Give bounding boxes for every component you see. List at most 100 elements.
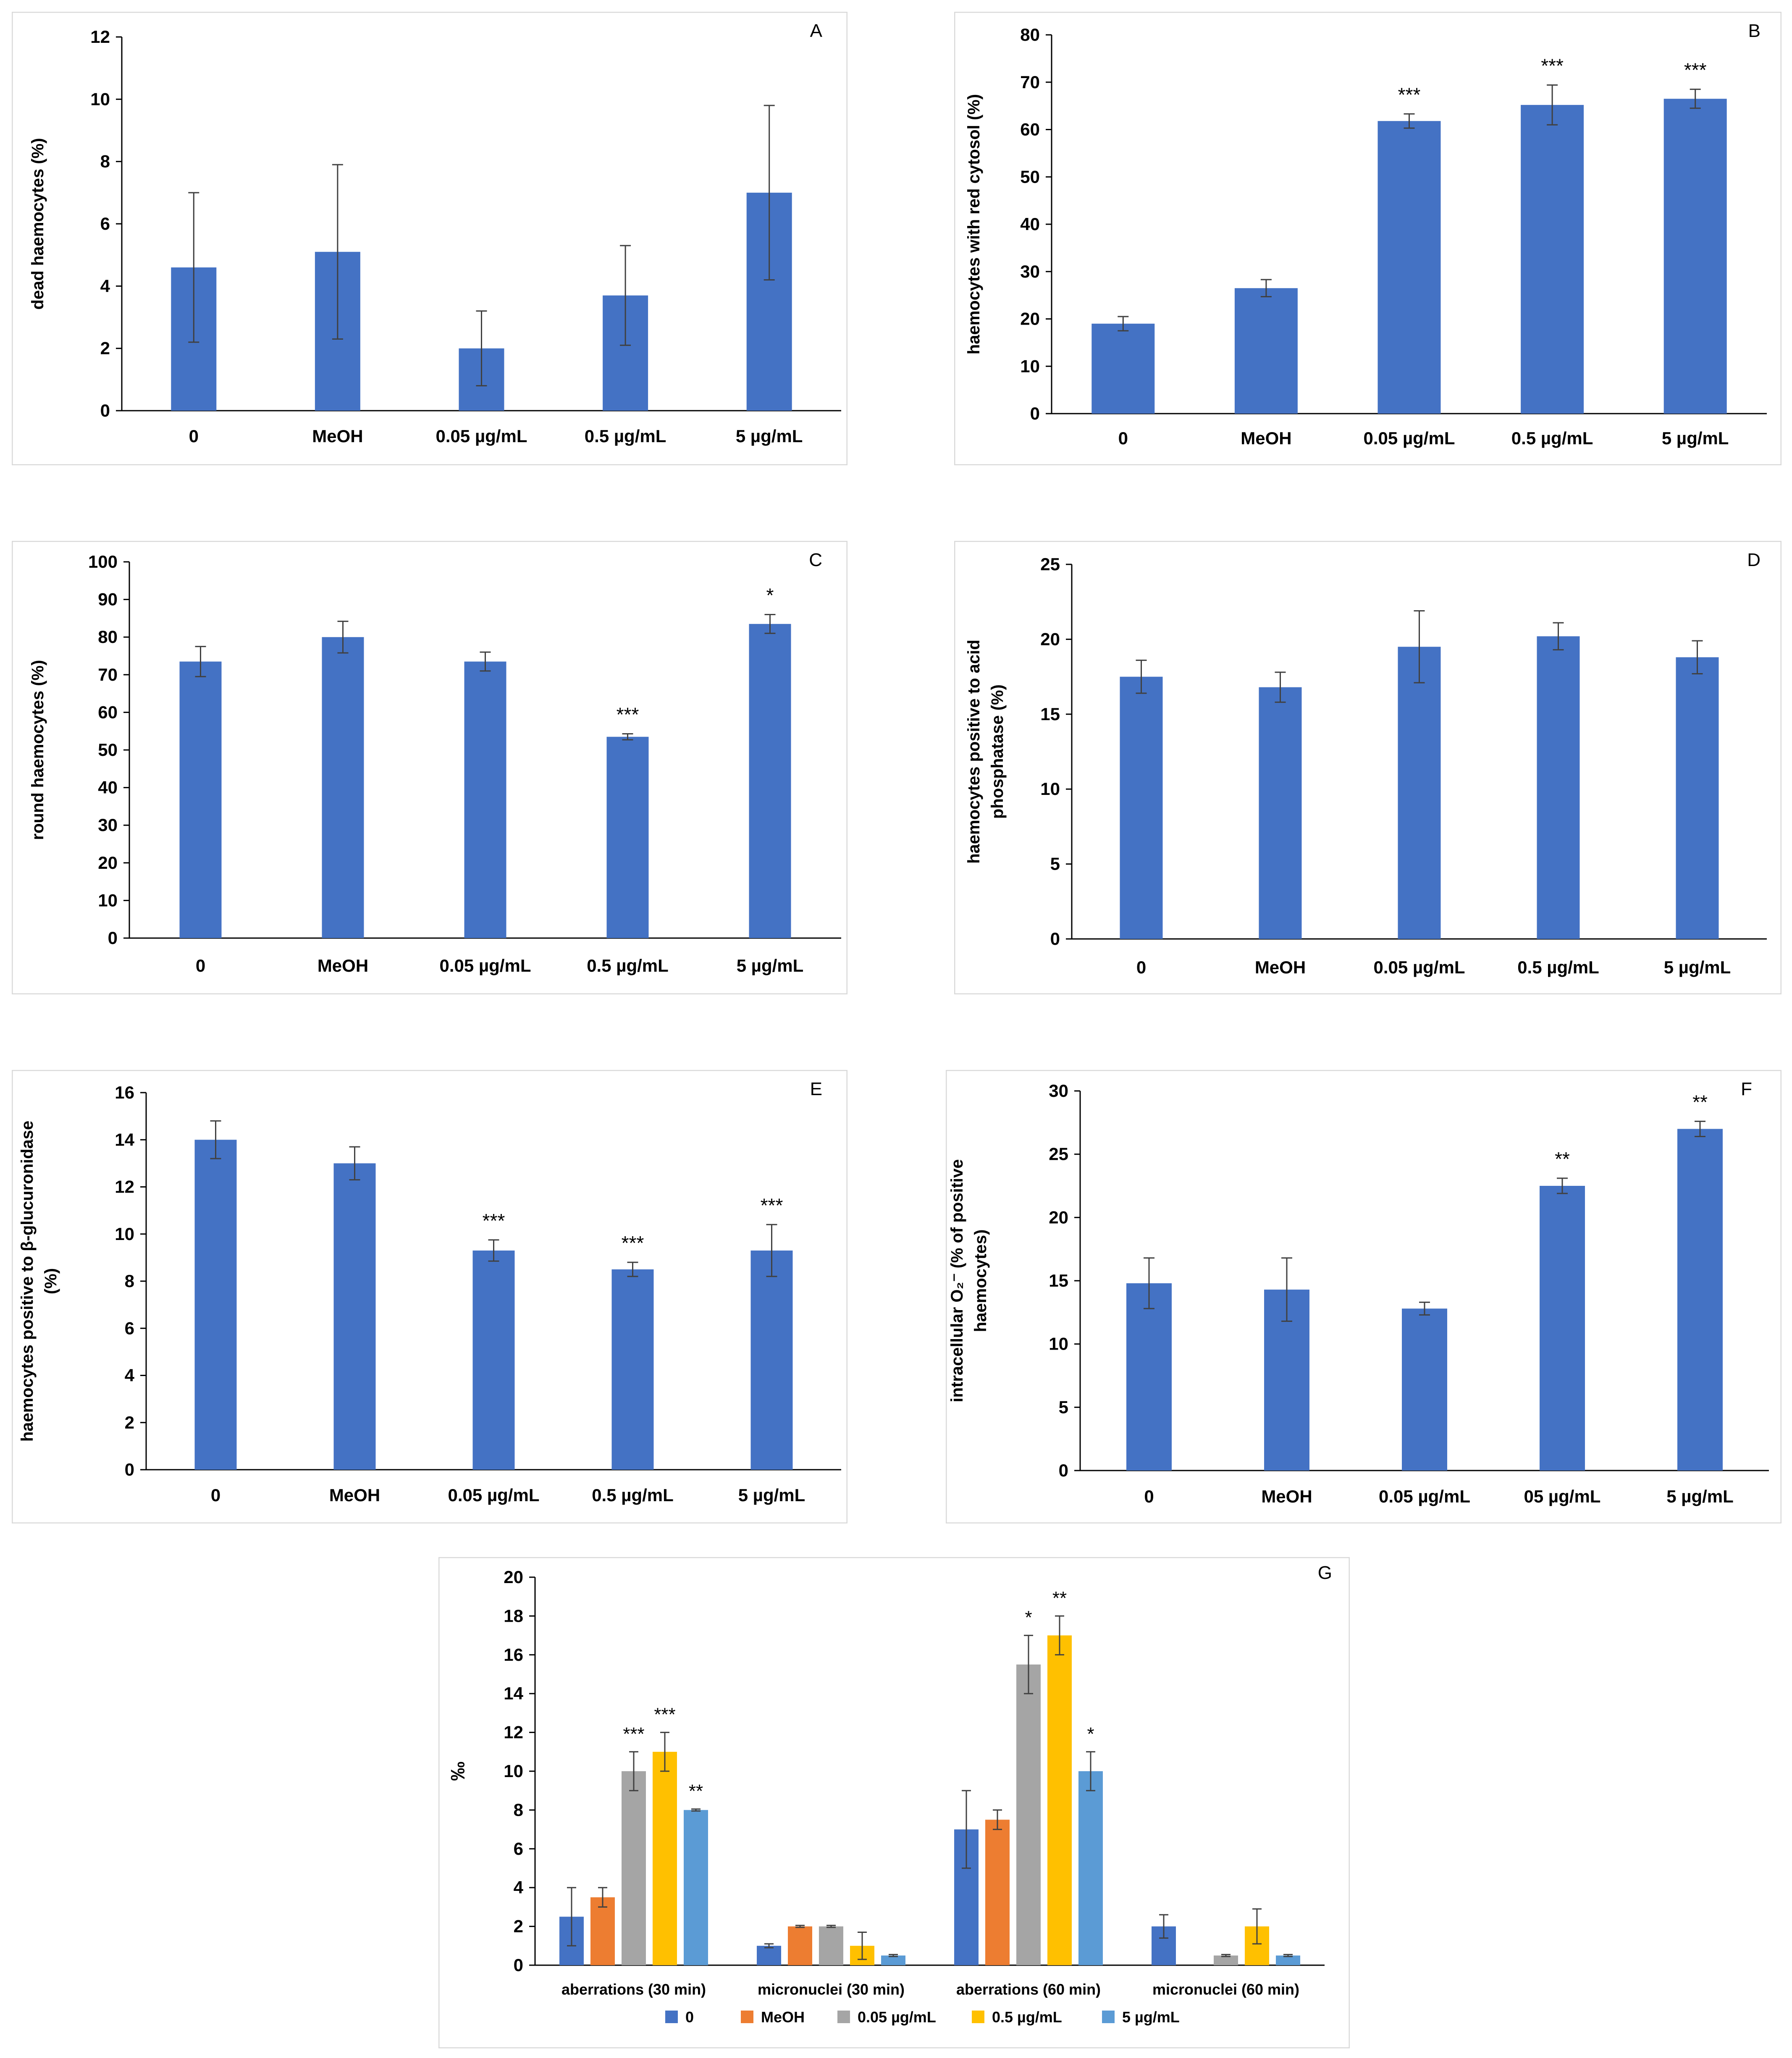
significance-label: *** (483, 1210, 505, 1232)
panel-letter: F (1741, 1079, 1752, 1099)
bar (1214, 1955, 1238, 1965)
bar (1537, 636, 1580, 939)
y-tick-label: 80 (1020, 25, 1040, 45)
bar (1126, 1283, 1172, 1471)
x-tick-label: aberrations (60 min) (956, 1981, 1101, 1998)
y-axis-label: haemocytes) (971, 1230, 990, 1332)
bar (1677, 1129, 1723, 1471)
significance-label: *** (1684, 59, 1707, 81)
y-tick-label: 15 (1049, 1271, 1068, 1290)
y-tick-label: 8 (100, 152, 110, 171)
chart-frame (946, 1070, 1782, 1523)
chart-frame (12, 1070, 847, 1523)
x-tick-label: 0 (196, 956, 205, 975)
x-tick-label: 0.5 µg/mL (592, 1485, 674, 1505)
panel-letter: E (810, 1079, 822, 1099)
y-tick-label: 20 (1049, 1207, 1068, 1227)
chart-panel-d: D 0 5 10 15 20 25 haemocytes positive to acid ph… (954, 541, 1782, 994)
y-tick-label: 70 (98, 665, 118, 684)
y-tick-label: 14 (115, 1130, 134, 1149)
y-tick-label: 6 (100, 214, 110, 233)
panel-letter: C (809, 550, 822, 570)
x-tick-label: 0 (1136, 957, 1146, 977)
legend-swatch (837, 2011, 850, 2023)
bar (788, 1926, 812, 1965)
y-tick-label: 6 (514, 1839, 523, 1859)
y-tick-label: 80 (98, 627, 118, 647)
y-tick-label: 4 (100, 276, 110, 296)
y-tick-label: 10 (1020, 356, 1040, 376)
significance-label: *** (1398, 84, 1421, 105)
y-tick-label: 90 (98, 590, 118, 609)
x-tick-label: 0.05 µg/mL (1364, 428, 1455, 448)
bar (684, 1810, 708, 1965)
significance-label: *** (623, 1724, 644, 1744)
y-tick-label: 30 (98, 815, 118, 835)
bar (1120, 676, 1163, 939)
y-tick-label: 20 (504, 1567, 523, 1587)
y-tick-label: 10 (98, 890, 118, 910)
x-tick-label: aberrations (30 min) (561, 1981, 706, 1998)
chart-frame (438, 1557, 1350, 2048)
bar (749, 624, 791, 938)
y-tick-label: 10 (1049, 1334, 1068, 1354)
chart-panel-c: C 0 10 20 30 40 50 60 70 80 90 100 round haemocytes … (12, 541, 847, 994)
panel-letter: B (1748, 21, 1761, 41)
y-tick-label: 8 (125, 1271, 134, 1291)
y-tick-label: 4 (125, 1366, 135, 1385)
y-tick-label: 8 (514, 1800, 523, 1819)
bar (179, 661, 222, 938)
y-tick-label: 40 (98, 778, 118, 797)
x-tick-label: 0.5 µg/mL (1517, 957, 1599, 977)
x-tick-label: 0.05 µg/mL (440, 956, 531, 975)
significance-label: ** (689, 1781, 703, 1801)
bar (606, 737, 649, 938)
significance-label: *** (654, 1704, 675, 1725)
x-tick-label: MeOH (1261, 1486, 1312, 1506)
y-tick-label: 15 (1040, 704, 1060, 724)
x-tick-label: micronuclei (30 min) (758, 1981, 905, 1998)
bar (1016, 1664, 1041, 1965)
y-tick-label: 60 (98, 702, 118, 722)
bar (1540, 1186, 1585, 1471)
bar (985, 1819, 1010, 1965)
x-tick-label: 0 (189, 426, 199, 446)
significance-label: * (1025, 1607, 1032, 1628)
y-tick-label: 2 (125, 1413, 134, 1432)
x-tick-label: 5 µg/mL (1664, 957, 1731, 977)
y-tick-label: 10 (90, 89, 110, 109)
y-tick-label: 16 (504, 1645, 523, 1665)
chart-c-svg: C 0 10 20 30 40 50 60 70 80 90 100 round haemocytes … (12, 541, 847, 994)
significance-label: *** (622, 1232, 644, 1254)
chart-panel-b: B 0 10 20 30 40 50 60 70 80 haemocytes with red cy… (954, 12, 1782, 465)
significance-label: ** (1052, 1588, 1067, 1608)
y-tick-label: 0 (108, 928, 118, 948)
bar (1259, 687, 1302, 939)
x-tick-label: MeOH (1241, 428, 1291, 448)
y-tick-label: 14 (504, 1683, 523, 1703)
legend-swatch (972, 2011, 984, 2023)
x-tick-label: MeOH (317, 956, 368, 975)
x-tick-label: MeOH (312, 426, 363, 446)
chart-frame (954, 12, 1782, 465)
bar (653, 1751, 677, 1965)
y-tick-label: 20 (1040, 629, 1060, 649)
legend-swatch (741, 2011, 753, 2023)
chart-frame (954, 541, 1782, 994)
significance-label: * (766, 584, 774, 606)
y-tick-label: 2 (514, 1916, 523, 1936)
chart-a-svg: A 0 2 4 6 8 10 12 dead haemocytes (%) 0 MeOH 0.05 µ… (12, 12, 847, 465)
legend-swatch (665, 2011, 678, 2023)
bar (757, 1945, 781, 1965)
y-tick-label: 30 (1020, 262, 1040, 281)
bar (819, 1926, 843, 1965)
y-tick-label: 25 (1040, 554, 1060, 574)
x-tick-label: 0.5 µg/mL (585, 426, 666, 446)
x-tick-label: 0.05 µg/mL (448, 1485, 540, 1505)
y-tick-label: 25 (1049, 1144, 1068, 1164)
panel-letter: D (1747, 550, 1761, 570)
x-tick-label: 5 µg/mL (1666, 1486, 1734, 1506)
x-tick-label: 0 (211, 1485, 220, 1505)
bar (1234, 288, 1298, 414)
